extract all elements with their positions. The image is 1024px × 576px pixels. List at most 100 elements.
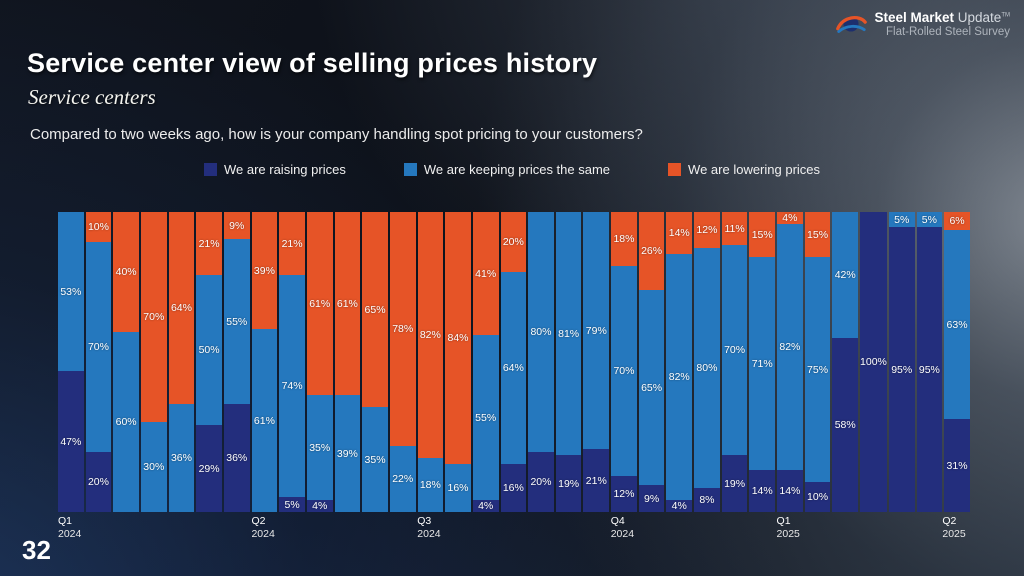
bar-value-label: 20% [502,236,524,248]
bar-segment-keeping: 53% [58,212,84,371]
stacked-bar: 100% [860,212,887,512]
bar-segment-lowering: 61% [306,212,333,395]
bar-value-label: 16% [447,482,469,494]
bar-segment-raising: 95% [916,227,943,512]
bar-segment-lowering: 84% [445,212,471,464]
bar-segment-lowering: 11% [721,212,748,245]
page-title: Service center view of selling prices hi… [27,48,598,78]
bar-value-label: 4% [312,500,328,512]
bar-segment-keeping: 35% [306,395,333,500]
bar-value-label: 55% [226,315,248,328]
legend-item-raising: We are raising prices [203,162,346,177]
legend-swatch-keeping [403,163,417,176]
bar-value-label: 80% [530,326,552,338]
stacked-bar: 47% 53% [58,212,84,512]
bar-value-label: 63% [946,318,968,331]
bar-segment-keeping: 61% [251,329,278,512]
bar-value-label: 26% [641,245,663,257]
bar-value-label: 4% [478,500,494,512]
bar-segment-raising: 20% [528,452,554,512]
bar-segment-lowering: 4% [777,212,803,224]
bar-value-label: 35% [309,441,331,454]
bar-segment-keeping: 80% [528,212,554,452]
bar-segment-raising: 16% [500,464,527,512]
bar-segment-lowering: 61% [334,212,361,395]
bar-segment-raising: 10% [804,482,831,512]
bar-value-label: 21% [281,237,303,250]
stacked-bar: 39% 61% [334,212,361,512]
bar-value-label: 80% [696,362,718,374]
bar-value-label: 61% [336,297,358,310]
stacked-bar: 8% 80% 12% [694,212,720,512]
bar-segment-lowering: 15% [804,212,831,257]
bar-segment-raising: 100% [860,212,887,512]
stacked-bar: 5% 74% 21% [279,212,305,512]
logo-brand-line: Steel Market UpdateTM [874,10,1010,26]
bar-segment-lowering: 82% [417,212,444,458]
legend-label-raising: We are raising prices [223,162,346,177]
bar-value-label: 60% [115,416,137,428]
stacked-bar: 36% 55% 9% [223,212,250,512]
bar-value-label: 31% [946,459,968,472]
stacked-bar: 19% 81% [555,212,582,512]
bar-value-label: 8% [699,494,715,506]
bar-value-label: 15% [807,228,829,241]
stacked-bar: 4% 55% 41% [472,212,499,512]
bar-segment-keeping: 39% [334,395,361,512]
bar-value-label: 65% [641,381,663,394]
stacked-bar: 4% 82% 14% [666,212,693,512]
bar-segment-lowering: 26% [638,212,665,290]
bar-segment-keeping: 81% [555,212,582,455]
bar-value-label: 11% [724,222,745,235]
bar-value-label: 70% [724,344,746,356]
bar-value-label: 58% [834,419,856,431]
bar-value-label: 82% [779,341,801,353]
bar-segment-raising: 4% [666,500,693,512]
bar-value-label: 47% [60,435,82,448]
bar-value-label: 29% [198,462,220,475]
bar-segment-raising: 19% [721,455,748,512]
bar-value-label: 14% [668,227,690,239]
stacked-bar: 9% 65% 26% [638,212,665,512]
stacked-bar: 14% 71% 15% [749,212,776,512]
bar-segment-keeping: 64% [500,272,527,464]
bar-segment-lowering: 15% [749,212,776,257]
bar-segment-lowering: 10% [85,212,112,242]
stacked-bar: 14% 82% 4% [777,212,803,512]
stacked-bar: 61% 39% [251,212,278,512]
legend-label-lowering: We are lowering prices [688,162,821,177]
stacked-bar: 12% 70% 18% [611,212,637,512]
survey-question: Compared to two weeks ago, how is your c… [30,126,643,143]
bar-value-label: 78% [392,323,414,335]
bar-value-label: 61% [309,297,331,310]
x-axis-tick: Q4 2024 [610,515,635,541]
bar-value-label: 39% [253,264,275,277]
bar-segment-raising: 5% [279,497,305,512]
page-number: 32 [22,535,51,565]
stacked-bar: 22% 78% [389,212,416,512]
bar-segment-keeping: 22% [389,446,416,512]
chart-legend: We are raising prices We are keeping pri… [0,162,1024,177]
bar-segment-keeping: 70% [721,245,748,455]
bar-value-label: 9% [229,219,245,232]
x-axis-tick: Q1 2024 [58,515,82,541]
bar-value-label: 4% [671,500,687,512]
stacked-bar: 31% 63% 6% [944,212,970,512]
stacked-bar: 30% 70% [140,212,167,512]
bar-segment-lowering: 12% [694,212,720,248]
stacked-bar: 18% 82% [417,212,444,512]
bar-segment-keeping: 5% [888,212,915,227]
bar-segment-keeping: 36% [168,404,195,512]
bar-segment-keeping: 80% [694,248,720,488]
bar-value-label: 36% [226,452,248,464]
bar-segment-lowering: 18% [611,212,637,266]
bar-segment-keeping: 55% [472,335,499,500]
bar-value-label: 30% [143,461,165,473]
x-axis-tick: Q2 2025 [942,515,966,541]
x-axis-tick: Q3 2024 [417,515,441,541]
bar-value-label: 95% [891,363,913,376]
bar-value-label: 21% [585,474,607,487]
bar-value-label: 15% [751,228,773,241]
bar-value-label: 5% [284,498,300,511]
